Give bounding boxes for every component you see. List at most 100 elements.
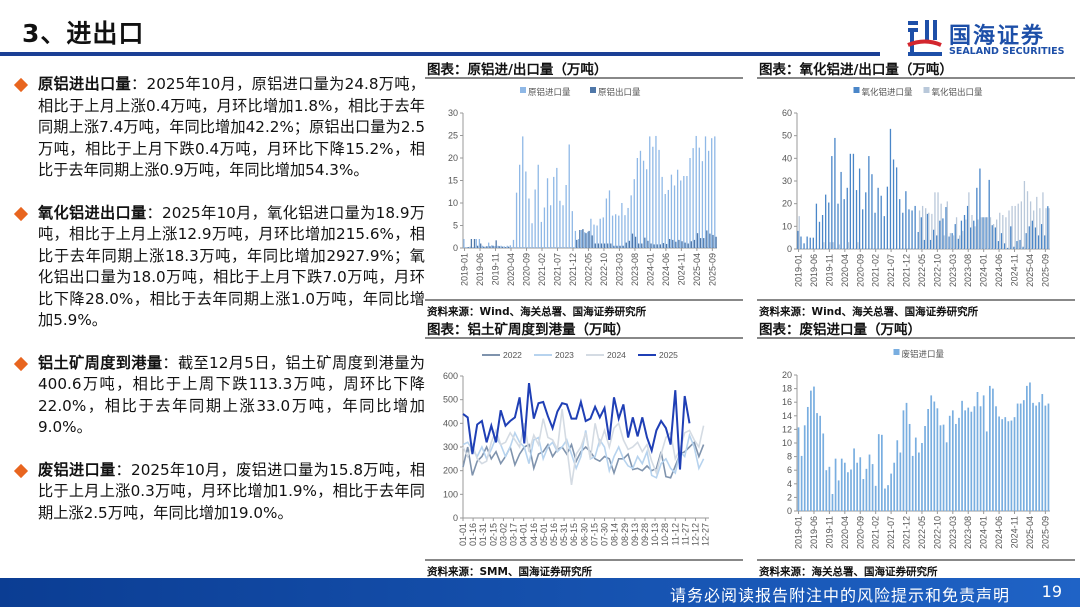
- bar: [647, 240, 649, 248]
- bar: [667, 189, 669, 248]
- x-tick-label: 2022-05: [583, 253, 593, 286]
- x-tick-label: 2021-02: [871, 254, 881, 287]
- x-tick-label: 2020-04: [506, 253, 516, 286]
- bar: [534, 189, 536, 248]
- bar: [707, 150, 710, 248]
- x-tick-label: 06-15: [569, 523, 579, 546]
- bar: [920, 217, 922, 249]
- bullet-lead: 废铝进口量: [38, 460, 116, 479]
- bar: [714, 136, 716, 248]
- bar: [665, 243, 668, 248]
- x-tick-label: 08-29: [620, 523, 630, 546]
- bar: [504, 247, 507, 248]
- bar: [934, 192, 936, 249]
- x-tick-label: 09-28: [640, 523, 650, 546]
- bar: [961, 400, 963, 511]
- bar: [681, 241, 683, 248]
- bar: [590, 218, 592, 248]
- x-tick-label: 2020-04: [840, 516, 850, 549]
- x-tick-label: 2019-11: [824, 254, 834, 286]
- diamond-bullet-icon: [13, 206, 29, 221]
- bar: [869, 248, 871, 249]
- y-tick-label: 5: [453, 221, 458, 231]
- bar: [937, 192, 939, 249]
- bar: [825, 194, 827, 249]
- x-tick-label: 2022-10: [599, 253, 609, 286]
- bar: [627, 207, 629, 248]
- bar: [810, 390, 812, 511]
- bar: [800, 236, 802, 249]
- bar: [983, 217, 985, 249]
- bar: [473, 239, 476, 248]
- bar: [469, 246, 471, 248]
- bullet-scrap-aluminum: 废铝进口量：2025年10月，废铝进口量为15.8万吨，相比于上月上涨0.3万吨…: [10, 460, 425, 525]
- x-tick-label: 04-16: [529, 523, 539, 546]
- y-tick-label: 20: [782, 370, 792, 380]
- bar: [503, 246, 505, 248]
- bar: [825, 470, 828, 511]
- bar: [605, 198, 608, 248]
- series-line-2025: [462, 382, 691, 470]
- x-tick-label: 2023-03: [948, 516, 958, 549]
- bar: [670, 174, 673, 248]
- x-tick-label: 07-15: [589, 523, 599, 546]
- bar: [559, 200, 561, 248]
- x-tick-label: 2021-12: [568, 253, 578, 286]
- bar: [964, 410, 966, 511]
- bar: [823, 242, 825, 249]
- bar: [831, 156, 833, 249]
- bar: [883, 216, 885, 249]
- bar: [807, 248, 810, 249]
- x-tick-label: 05-01: [539, 523, 549, 546]
- bar: [955, 217, 958, 249]
- bar: [709, 233, 711, 248]
- bar: [649, 136, 651, 248]
- x-tick-label: 2020-04: [840, 254, 850, 287]
- chart-source: 资料来源：SMM、国海证券研究所: [427, 566, 592, 578]
- bar: [928, 212, 930, 249]
- bar: [608, 190, 611, 248]
- bar: [597, 243, 600, 248]
- bar: [803, 243, 805, 249]
- bar: [1020, 201, 1022, 249]
- bar: [498, 246, 500, 248]
- page-number: 19: [1041, 582, 1062, 601]
- bar: [579, 230, 581, 248]
- x-tick-label: 2021-07: [886, 254, 896, 287]
- page-title: 3、进出口: [22, 19, 145, 48]
- bar: [680, 180, 682, 248]
- bar: [810, 248, 813, 249]
- bar: [927, 409, 929, 511]
- bullet-text: ：截至12月5日，铝土矿周度到港量为400.6万吨，相比于上周下跌113.3万吨…: [38, 353, 425, 437]
- bar: [655, 135, 657, 248]
- bar: [806, 236, 808, 249]
- bar: [631, 233, 634, 248]
- bar: [1029, 382, 1031, 511]
- bar: [812, 237, 814, 249]
- bar: [1000, 233, 1003, 249]
- bar: [478, 239, 481, 248]
- bar: [860, 248, 862, 249]
- x-tick-label: 2023-08: [963, 254, 973, 287]
- bar: [925, 208, 927, 249]
- legend-label: 2022: [503, 350, 522, 360]
- bar: [988, 385, 991, 511]
- x-tick-label: 2024-01: [979, 516, 989, 549]
- bar: [874, 212, 876, 249]
- bar: [923, 239, 926, 249]
- y-tick-label: 14: [782, 411, 792, 421]
- bar: [798, 216, 800, 249]
- chart-title: 图表：原铝进/出口量（万吨）: [427, 62, 608, 78]
- x-tick-label: 01-16: [468, 523, 478, 546]
- bar: [715, 236, 717, 248]
- bar: [905, 191, 907, 249]
- bar: [899, 452, 902, 511]
- bar: [897, 248, 899, 249]
- bar: [634, 236, 637, 248]
- bar: [486, 246, 488, 248]
- bar: [625, 242, 627, 248]
- bar: [977, 219, 979, 249]
- diamond-bullet-icon: [13, 356, 29, 371]
- x-tick-label: 12-12: [691, 523, 701, 546]
- bar: [624, 215, 626, 248]
